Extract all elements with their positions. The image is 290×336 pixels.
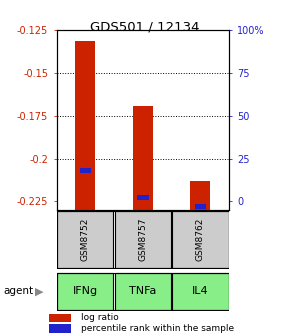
Bar — [172, 273, 229, 310]
Bar — [195, 204, 206, 209]
Bar — [137, 195, 148, 200]
Text: GSM8757: GSM8757 — [138, 218, 147, 261]
Bar — [49, 313, 71, 322]
Bar — [57, 211, 113, 268]
Bar — [57, 273, 113, 310]
Bar — [79, 168, 91, 173]
Text: percentile rank within the sample: percentile rank within the sample — [81, 324, 234, 333]
Text: agent: agent — [3, 286, 33, 296]
Bar — [49, 325, 71, 333]
Text: ▶: ▶ — [35, 286, 44, 296]
Bar — [133, 106, 153, 210]
Text: GSM8762: GSM8762 — [196, 218, 205, 261]
Bar — [115, 273, 171, 310]
Bar — [172, 211, 229, 268]
Bar — [190, 181, 211, 210]
Text: TNFa: TNFa — [129, 287, 157, 296]
Text: IL4: IL4 — [192, 287, 209, 296]
Text: GSM8752: GSM8752 — [81, 218, 90, 261]
Text: IFNg: IFNg — [73, 287, 98, 296]
Text: log ratio: log ratio — [81, 313, 118, 323]
Bar — [115, 211, 171, 268]
Bar — [75, 41, 95, 210]
Text: GDS501 / 12134: GDS501 / 12134 — [90, 20, 200, 33]
